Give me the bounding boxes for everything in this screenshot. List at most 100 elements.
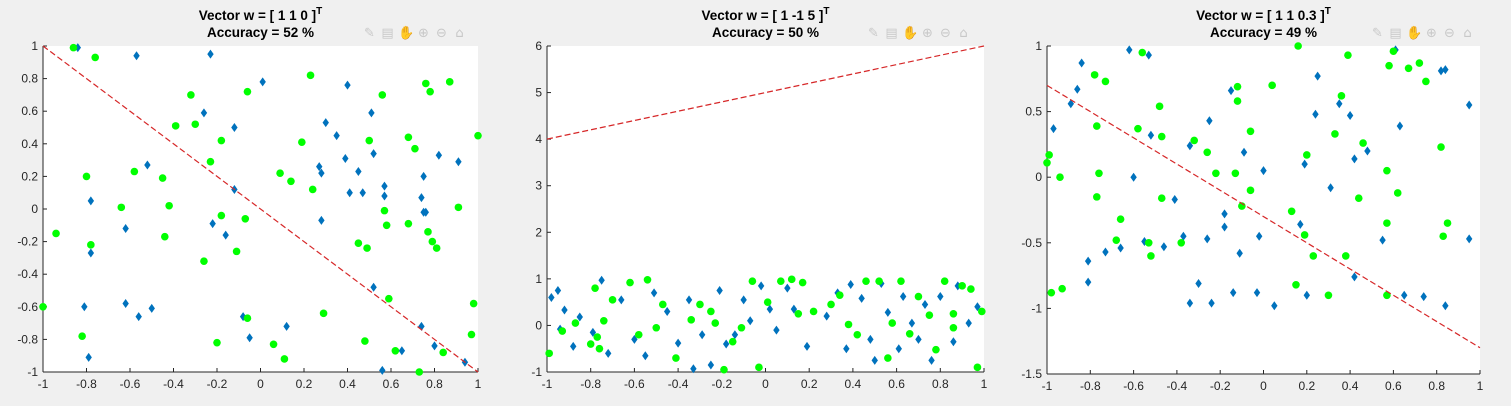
data-point-class-b[interactable]: [426, 87, 434, 96]
data-point-class-b[interactable]: [1203, 148, 1212, 157]
data-point-class-b[interactable]: [1268, 81, 1276, 90]
data-point-class-b[interactable]: [949, 323, 958, 332]
data-point-class-b[interactable]: [404, 133, 413, 142]
data-point-class-a[interactable]: [318, 168, 325, 178]
data-point-class-b[interactable]: [391, 347, 400, 355]
data-point-class-b[interactable]: [1246, 186, 1255, 195]
data-point-class-a[interactable]: [74, 43, 81, 53]
zoom-out-icon[interactable]: ⊖: [1444, 26, 1455, 41]
data-point-class-b[interactable]: [78, 332, 86, 340]
data-point-class-a[interactable]: [1346, 111, 1354, 121]
data-point-class-a[interactable]: [316, 162, 323, 172]
brush-icon[interactable]: ✎: [868, 26, 879, 41]
data-point-class-a[interactable]: [368, 108, 375, 118]
data-point-class-b[interactable]: [39, 303, 47, 311]
data-point-class-b[interactable]: [1058, 284, 1066, 293]
zoom-in-icon[interactable]: ⊕: [1426, 26, 1437, 41]
data-point-class-b[interactable]: [319, 309, 328, 318]
data-point-class-b[interactable]: [298, 138, 306, 146]
data-point-class-b[interactable]: [1101, 77, 1110, 86]
data-point-class-a[interactable]: [259, 77, 266, 87]
data-point-class-a[interactable]: [1084, 277, 1092, 287]
zoom-out-icon[interactable]: ⊖: [436, 26, 447, 41]
data-point-class-b[interactable]: [1292, 280, 1300, 289]
data-point-class-a[interactable]: [1437, 66, 1445, 76]
data-point-class-a[interactable]: [1078, 58, 1085, 68]
data-point-class-b[interactable]: [737, 323, 746, 332]
data-point-class-b[interactable]: [1147, 252, 1155, 260]
data-point-class-b[interactable]: [1300, 231, 1309, 239]
data-point-class-b[interactable]: [1177, 239, 1186, 247]
data-point-class-a[interactable]: [1186, 298, 1194, 308]
data-point-class-b[interactable]: [763, 298, 772, 306]
data-point-class-a[interactable]: [1236, 248, 1243, 258]
data-point-class-b[interactable]: [1246, 127, 1255, 136]
data-point-class-a[interactable]: [1314, 71, 1321, 81]
data-point-class-b[interactable]: [191, 120, 200, 129]
data-tip-icon[interactable]: ▤: [885, 26, 898, 41]
data-point-class-b[interactable]: [1212, 169, 1220, 178]
data-point-class-b[interactable]: [1157, 132, 1166, 141]
data-point-class-b[interactable]: [696, 300, 704, 309]
data-point-class-b[interactable]: [415, 368, 424, 376]
data-point-class-b[interactable]: [1092, 193, 1101, 201]
data-point-class-a[interactable]: [207, 49, 214, 59]
data-point-class-a[interactable]: [135, 312, 142, 322]
data-point-class-b[interactable]: [1393, 189, 1402, 197]
data-point-class-b[interactable]: [1383, 219, 1391, 227]
data-point-class-b[interactable]: [1344, 51, 1352, 59]
data-point-class-a[interactable]: [122, 299, 129, 309]
data-point-class-a[interactable]: [455, 157, 462, 167]
data-point-class-b[interactable]: [269, 340, 278, 349]
data-point-class-a[interactable]: [803, 341, 811, 351]
data-point-class-a[interactable]: [548, 292, 555, 302]
data-point-class-b[interactable]: [1157, 194, 1166, 202]
data-point-class-b[interactable]: [593, 333, 602, 341]
data-point-class-b[interactable]: [978, 307, 986, 316]
data-point-class-a[interactable]: [1117, 243, 1124, 253]
data-point-class-b[interactable]: [411, 144, 419, 153]
data-point-class-b[interactable]: [241, 214, 250, 223]
data-point-class-b[interactable]: [787, 275, 796, 284]
data-point-class-a[interactable]: [921, 299, 929, 309]
home-icon[interactable]: ⌂: [959, 26, 968, 41]
data-point-class-a[interactable]: [379, 365, 386, 375]
scatter-chart-3[interactable]: Vector w = [ 1 1 0.3 ]T Accuracy = 49 % -1…: [1004, 0, 1511, 406]
data-point-class-b[interactable]: [940, 277, 949, 285]
data-point-class-b[interactable]: [888, 319, 897, 327]
data-point-class-b[interactable]: [217, 136, 226, 145]
data-point-class-a[interactable]: [322, 118, 329, 128]
data-point-class-a[interactable]: [346, 188, 353, 198]
data-point-class-b[interactable]: [445, 78, 454, 86]
data-point-class-b[interactable]: [187, 91, 195, 99]
data-point-class-b[interactable]: [1092, 122, 1101, 130]
data-point-class-a[interactable]: [899, 292, 907, 302]
data-point-class-a[interactable]: [355, 167, 362, 177]
data-point-class-a[interactable]: [342, 153, 349, 163]
data-point-class-b[interactable]: [853, 330, 862, 339]
data-point-class-a[interactable]: [757, 281, 765, 291]
data-point-class-b[interactable]: [545, 349, 553, 358]
data-point-class-b[interactable]: [798, 278, 807, 287]
data-point-class-a[interactable]: [420, 171, 427, 181]
data-point-class-b[interactable]: [361, 337, 369, 345]
brush-icon[interactable]: ✎: [1372, 26, 1383, 41]
data-point-class-a[interactable]: [1186, 141, 1194, 151]
axes-toolbar-3[interactable]: ✎ ▤ ✋ ⊕ ⊖ ⌂: [1370, 26, 1475, 42]
data-point-class-b[interactable]: [862, 277, 870, 285]
data-point-class-b[interactable]: [776, 277, 785, 285]
data-point-class-a[interactable]: [231, 123, 238, 132]
data-point-class-b[interactable]: [1337, 92, 1346, 100]
data-point-class-a[interactable]: [1171, 195, 1178, 205]
data-point-class-b[interactable]: [1324, 291, 1333, 300]
data-point-class-b[interactable]: [707, 307, 715, 316]
axes-toolbar-1[interactable]: ✎ ▤ ✋ ⊕ ⊖ ⌂: [362, 26, 467, 42]
zoom-in-icon[interactable]: ⊕: [922, 26, 933, 41]
zoom-in-icon[interactable]: ⊕: [418, 26, 429, 41]
data-point-class-b[interactable]: [827, 300, 835, 309]
data-point-class-b[interactable]: [558, 327, 567, 335]
data-point-class-b[interactable]: [69, 43, 78, 52]
data-point-class-a[interactable]: [144, 160, 151, 170]
data-point-class-b[interactable]: [1138, 48, 1147, 57]
